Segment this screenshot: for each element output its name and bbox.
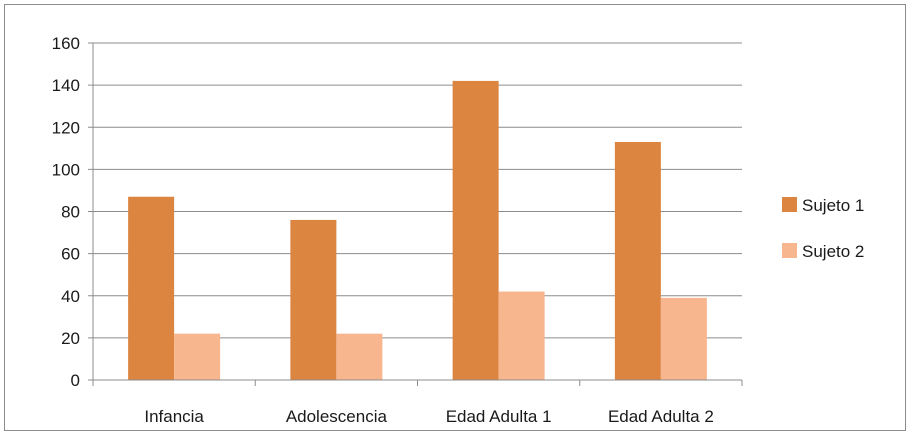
bar-2-4 bbox=[660, 297, 707, 380]
x-tick-label: Edad Adulta 1 bbox=[446, 407, 552, 426]
y-tick-label: 20 bbox=[61, 329, 80, 348]
y-tick-label: 60 bbox=[61, 245, 80, 264]
bar-1-1 bbox=[128, 196, 175, 380]
y-tick-label: 0 bbox=[71, 371, 80, 390]
legend-label: Sujeto 2 bbox=[802, 242, 864, 261]
bars bbox=[128, 80, 707, 380]
y-tick-labels: 0 20 40 60 80 100 120 140 160 bbox=[52, 34, 80, 390]
y-tick-label: 80 bbox=[61, 203, 80, 222]
bar-2-3 bbox=[498, 291, 545, 380]
gridlines bbox=[93, 42, 742, 339]
bar-1-4 bbox=[614, 141, 661, 380]
legend: Sujeto 1 Sujeto 2 bbox=[782, 196, 864, 261]
legend-label: Sujeto 1 bbox=[802, 196, 864, 215]
bar-1-3 bbox=[452, 80, 499, 380]
x-tick-label: Infancia bbox=[144, 407, 204, 426]
axes bbox=[88, 42, 743, 386]
x-tick-labels: Infancia Adolescencia Edad Adulta 1 Edad Ad… bbox=[144, 407, 713, 426]
bar-2-2 bbox=[336, 333, 383, 380]
y-tick-label: 140 bbox=[52, 76, 80, 95]
legend-swatch bbox=[782, 197, 797, 212]
y-tick-label: 120 bbox=[52, 118, 80, 137]
x-tick-label: Adolescencia bbox=[286, 407, 388, 426]
y-tick-label: 40 bbox=[61, 287, 80, 306]
y-tick-label: 100 bbox=[52, 160, 80, 179]
chart-frame: 0 20 40 60 80 100 120 140 160 Infancia Adolescenc… bbox=[4, 4, 906, 431]
bar-2-1 bbox=[174, 333, 221, 380]
x-tick-label: Edad Adulta 2 bbox=[608, 407, 714, 426]
bar-chart: 0 20 40 60 80 100 120 140 160 Infancia Adolescenc… bbox=[52, 34, 865, 426]
y-tick-label: 160 bbox=[52, 34, 80, 53]
bar-1-2 bbox=[290, 219, 337, 380]
legend-swatch bbox=[782, 243, 797, 258]
